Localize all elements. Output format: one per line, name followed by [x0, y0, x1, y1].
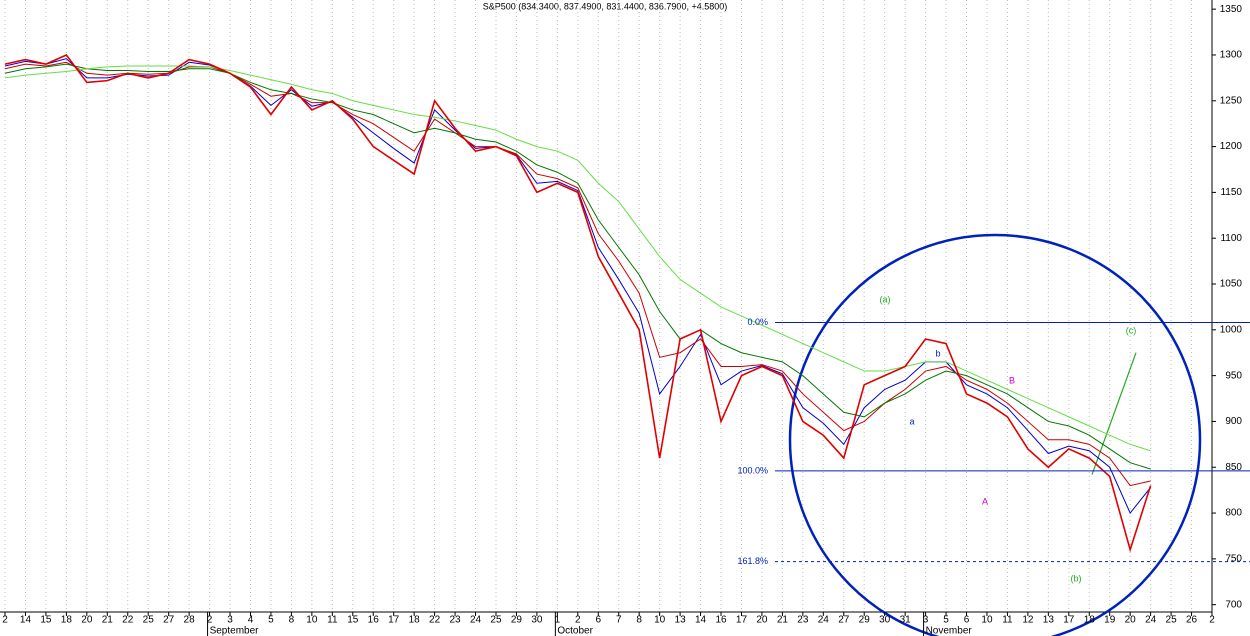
month-label: September	[210, 626, 260, 636]
x-tick-label: 7	[616, 615, 622, 626]
x-tick-label: 27	[838, 615, 850, 626]
y-tick-label: 1250	[1220, 95, 1243, 106]
x-tick-label: 23	[797, 615, 809, 626]
x-tick-label: 2	[2, 615, 8, 626]
wave-circle	[788, 233, 1202, 636]
x-tick-label: 17	[1063, 615, 1075, 626]
x-tick-label: 21	[102, 615, 114, 626]
x-tick-label: 26	[1186, 615, 1198, 626]
x-tick-label: 22	[429, 615, 441, 626]
wave-label: B	[1009, 375, 1015, 385]
x-tick-label: 22	[122, 615, 134, 626]
chart-title: S&P500 (834.3400, 837.4900, 831.4400, 83…	[483, 1, 727, 11]
x-tick-label: 29	[859, 615, 871, 626]
x-tick-label: 19	[1104, 615, 1116, 626]
x-tick-label: 11	[327, 615, 338, 626]
x-tick-label: 2	[1209, 615, 1215, 626]
moving-average	[4, 63, 1151, 470]
x-tick-label: 10	[654, 615, 666, 626]
x-tick-label: 11	[1002, 615, 1013, 626]
y-tick-label: 1200	[1220, 141, 1243, 152]
x-tick-label: 10	[306, 615, 318, 626]
x-tick-label: 20	[756, 615, 768, 626]
x-tick-label: 30	[531, 615, 543, 626]
y-tick-label: 750	[1225, 554, 1242, 565]
x-tick-label: 31	[900, 615, 912, 626]
wave-label: (c)	[1126, 325, 1137, 335]
x-tick-label: 18	[61, 615, 73, 626]
fib-label: 0.0%	[747, 317, 768, 327]
wave-label: (a)	[880, 294, 891, 304]
x-tick-label: 13	[675, 615, 687, 626]
wave-label: a	[909, 416, 914, 426]
x-tick-label: 23	[450, 615, 462, 626]
x-tick-label: 3	[923, 615, 929, 626]
x-tick-label: 30	[879, 615, 891, 626]
grid	[4, 0, 1213, 612]
x-tick-label: 20	[1125, 615, 1137, 626]
x-tick-label: 6	[964, 615, 970, 626]
x-tick-label: 10	[981, 615, 993, 626]
x-tick-label: 5	[268, 615, 274, 626]
x-tick-label: 20	[81, 615, 93, 626]
x-tick-label: 25	[490, 615, 502, 626]
x-tick-label: 18	[409, 615, 421, 626]
x-tick-label: 2	[575, 615, 581, 626]
x-tick-label: 12	[1022, 615, 1034, 626]
y-tick-label: 1000	[1220, 324, 1243, 335]
moving-average	[4, 61, 1151, 487]
y-tick-label: 900	[1225, 416, 1242, 427]
x-tick-label: 5	[943, 615, 949, 626]
y-tick-label: 1050	[1220, 279, 1243, 290]
wave-label: A	[982, 496, 988, 506]
x-tick-label: 25	[1166, 615, 1178, 626]
x-tick-label: 28	[184, 615, 196, 626]
x-tick-label: 13	[1043, 615, 1055, 626]
x-tick-label: 15	[40, 615, 52, 626]
wave-label: b	[935, 348, 940, 358]
projection-line	[1091, 352, 1137, 475]
y-tick-label: 850	[1225, 462, 1242, 473]
moving-average	[4, 65, 1151, 452]
month-label: October	[557, 626, 593, 636]
wave-label: (b)	[1071, 573, 1082, 583]
x-tick-label: 15	[347, 615, 359, 626]
x-tick-label: 24	[470, 615, 482, 626]
x-tick-label: 29	[511, 615, 523, 626]
x-tick-label: 17	[388, 615, 400, 626]
fib-label: 100.0%	[737, 465, 768, 475]
y-tick-label: 950	[1225, 370, 1242, 381]
x-tick-label: 3	[227, 615, 233, 626]
x-tick-label: 4	[248, 615, 254, 626]
y-tick-label: 800	[1225, 508, 1242, 519]
x-tick-label: 1	[555, 615, 561, 626]
month-label: November	[926, 626, 973, 636]
x-tick-label: 8	[289, 615, 295, 626]
x-tick-label: 27	[163, 615, 175, 626]
x-tick-label: 24	[818, 615, 830, 626]
x-tick-label: 8	[636, 615, 642, 626]
x-tick-label: 2	[207, 615, 213, 626]
fib-label: 161.8%	[737, 556, 768, 566]
x-tick-label: 18	[1084, 615, 1096, 626]
x-tick-label: 16	[368, 615, 380, 626]
x-tick-label: 14	[695, 615, 707, 626]
x-tick-label: 21	[777, 615, 789, 626]
x-tick-label: 24	[1145, 615, 1157, 626]
y-tick-label: 1100	[1220, 233, 1242, 244]
x-tick-label: 6	[595, 615, 601, 626]
price-line	[4, 53, 1152, 553]
y-tick-label: 1150	[1220, 187, 1242, 198]
x-tick-label: 25	[143, 615, 155, 626]
y-tick-label: 1350	[1220, 4, 1243, 15]
y-tick-label: 700	[1225, 599, 1242, 610]
x-tick-label: 16	[715, 615, 727, 626]
y-tick-label: 1300	[1220, 50, 1243, 61]
x-tick-label: 17	[736, 615, 748, 626]
x-tick-label: 14	[20, 615, 32, 626]
